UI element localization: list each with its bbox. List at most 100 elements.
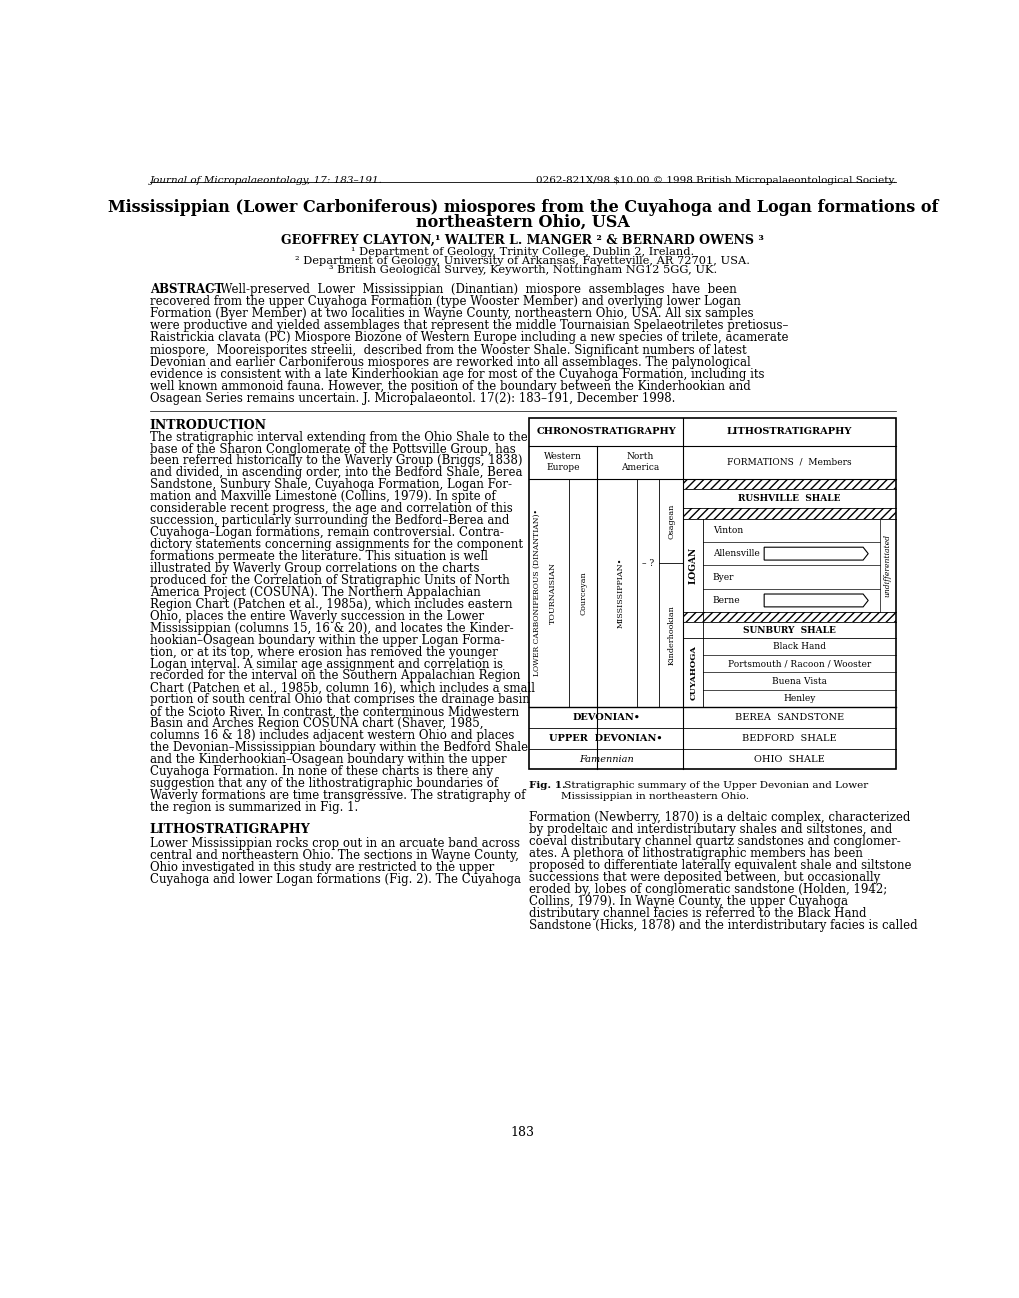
Text: The stratigraphic interval extending from the Ohio Shale to the: The stratigraphic interval extending fro… (150, 431, 527, 444)
Text: and the Kinderhookian–Osagean boundary within the upper: and the Kinderhookian–Osagean boundary w… (150, 753, 505, 766)
Text: by prodeltaic and interdistributary shales and siltstones, and: by prodeltaic and interdistributary shal… (529, 823, 892, 836)
Text: Allensville: Allensville (712, 549, 759, 558)
Text: Famennian: Famennian (578, 754, 633, 763)
Text: ¹ Department of Geology, Trinity College, Dublin 2, Ireland.: ¹ Department of Geology, Trinity College… (351, 247, 694, 257)
Text: illustrated by Waverly Group correlations on the charts: illustrated by Waverly Group correlation… (150, 562, 479, 575)
Text: FORMATIONS  /  Members: FORMATIONS / Members (727, 458, 851, 466)
Text: evidence is consistent with a late Kinderhookian age for most of the Cuyahoga Fo: evidence is consistent with a late Kinde… (150, 369, 763, 382)
Text: Cuyahoga and lower Logan formations (Fig. 2). The Cuyahoga: Cuyahoga and lower Logan formations (Fig… (150, 872, 520, 885)
Text: Portsmouth / Racoon / Wooster: Portsmouth / Racoon / Wooster (728, 659, 870, 668)
Text: Stratigraphic summary of the Upper Devonian and Lower
Mississippian in northeast: Stratigraphic summary of the Upper Devon… (560, 781, 867, 801)
Text: suggestion that any of the lithostratigraphic boundaries of: suggestion that any of the lithostratigr… (150, 778, 497, 790)
Text: Cuyahoga Formation. In none of these charts is there any: Cuyahoga Formation. In none of these cha… (150, 765, 492, 778)
Text: eroded by, lobes of conglomeratic sandstone (Holden, 1942;: eroded by, lobes of conglomeratic sandst… (529, 883, 887, 896)
Text: INTRODUCTION: INTRODUCTION (150, 419, 266, 432)
Text: hookian–Osagean boundary within the upper Logan Forma-: hookian–Osagean boundary within the uppe… (150, 633, 503, 646)
Text: base of the Sharon Conglomerate of the Pottsville Group, has: base of the Sharon Conglomerate of the P… (150, 443, 515, 456)
Text: and divided, in ascending order, into the Bedford Shale, Berea: and divided, in ascending order, into th… (150, 466, 522, 479)
Text: Osagean: Osagean (666, 504, 675, 539)
Text: North
America: North America (621, 453, 658, 471)
Text: Sandstone, Sunbury Shale, Cuyahoga Formation, Logan For-: Sandstone, Sunbury Shale, Cuyahoga Forma… (150, 479, 512, 492)
Text: the Devonian–Mississippian boundary within the Bedford Shale: the Devonian–Mississippian boundary with… (150, 741, 527, 754)
Text: 0262-821X/98 $10.00 © 1998 British Micropalaeontological Society.: 0262-821X/98 $10.00 © 1998 British Micro… (535, 175, 895, 184)
Text: ABSTRACT: ABSTRACT (150, 283, 223, 296)
Text: Berne: Berne (712, 596, 740, 605)
Text: Basin and Arches Region COSUNA chart (Shaver, 1985,: Basin and Arches Region COSUNA chart (Sh… (150, 718, 483, 731)
Bar (683, 613, 895, 623)
Text: MISSISSIPPIAN•: MISSISSIPPIAN• (616, 558, 625, 628)
Text: – ?: – ? (642, 558, 654, 567)
Text: SUNBURY  SHALE: SUNBURY SHALE (742, 626, 836, 635)
Text: CUYAHOGA: CUYAHOGA (689, 645, 697, 700)
Text: Formation (Byer Member) at two localities in Wayne County, northeastern Ohio, US: Formation (Byer Member) at two localitie… (150, 308, 752, 321)
Text: TOURNAISIAN: TOURNAISIAN (548, 562, 556, 624)
Text: considerable recent progress, the age and correlation of this: considerable recent progress, the age an… (150, 502, 512, 515)
Bar (683, 479, 895, 489)
Text: Chart (Patchen et al., 1985b, column 16), which includes a small: Chart (Patchen et al., 1985b, column 16)… (150, 681, 534, 694)
Text: proposed to differentiate laterally equivalent shale and siltstone: proposed to differentiate laterally equi… (529, 859, 911, 872)
Text: Vinton: Vinton (712, 526, 742, 535)
Text: succession, particularly surrounding the Bedford–Berea and: succession, particularly surrounding the… (150, 514, 508, 527)
Text: Black Hand: Black Hand (772, 643, 825, 652)
Text: Osagean Series remains uncertain. J. Micropalaeontol. 17(2): 183–191, December 1: Osagean Series remains uncertain. J. Mic… (150, 392, 675, 405)
Text: successions that were deposited between, but occasionally: successions that were deposited between,… (529, 871, 879, 884)
Text: distributary channel facies is referred to the Black Hand: distributary channel facies is referred … (529, 907, 866, 920)
Text: of the Scioto River. In contrast, the conterminous Midwestern: of the Scioto River. In contrast, the co… (150, 705, 519, 718)
Text: – Well-preserved  Lower  Mississippian  (Dinantian)  miospore  assemblages  have: – Well-preserved Lower Mississippian (Di… (206, 283, 736, 296)
Text: Mississippian (Lower Carboniferous) miospores from the Cuyahoga and Logan format: Mississippian (Lower Carboniferous) mios… (107, 199, 937, 215)
Text: formations permeate the literature. This situation is well: formations permeate the literature. This… (150, 550, 487, 563)
Text: CHRONOSTRATIGRAPHY: CHRONOSTRATIGRAPHY (536, 427, 676, 436)
Text: Western
Europe: Western Europe (543, 453, 582, 471)
Text: produced for the Correlation of Stratigraphic Units of North: produced for the Correlation of Stratigr… (150, 574, 508, 587)
Text: 183: 183 (511, 1127, 534, 1140)
Text: LOGAN: LOGAN (688, 546, 697, 584)
Text: were productive and yielded assemblages that represent the middle Tournaisian Sp: were productive and yielded assemblages … (150, 319, 788, 332)
Text: OHIO  SHALE: OHIO SHALE (753, 754, 824, 763)
Text: America Project (COSUNA). The Northern Appalachian: America Project (COSUNA). The Northern A… (150, 585, 480, 598)
Text: northeastern Ohio, USA: northeastern Ohio, USA (416, 214, 629, 231)
Text: Raistrickia clavata (PC) Miospore Biozone of Western Europe including a new spec: Raistrickia clavata (PC) Miospore Biozon… (150, 331, 788, 344)
Text: LITHOSTRATIGRAPHY: LITHOSTRATIGRAPHY (727, 427, 851, 436)
Bar (529, 418, 895, 770)
Text: LOWER CARBONIFEROUS (DINANTIAN)•: LOWER CARBONIFEROUS (DINANTIAN)• (533, 509, 540, 676)
Text: Ohio investigated in this study are restricted to the upper: Ohio investigated in this study are rest… (150, 861, 493, 874)
Text: columns 16 & 18) includes adjacent western Ohio and places: columns 16 & 18) includes adjacent weste… (150, 729, 514, 742)
Text: Fig. 1.: Fig. 1. (529, 781, 566, 790)
Bar (683, 509, 895, 518)
Text: ates. A plethora of lithostratigraphic members has been: ates. A plethora of lithostratigraphic m… (529, 848, 862, 861)
Text: Buena Vista: Buena Vista (771, 676, 826, 685)
Text: UPPER  DEVONIAN•: UPPER DEVONIAN• (549, 733, 662, 742)
Text: Courceyan: Courceyan (579, 571, 587, 615)
Text: BEDFORD  SHALE: BEDFORD SHALE (742, 733, 836, 742)
Text: ² Department of Geology, University of Arkansas, Fayetteville, AR 72701, USA.: ² Department of Geology, University of A… (294, 256, 750, 266)
Text: Logan interval. A similar age assignment and correlation is: Logan interval. A similar age assignment… (150, 658, 502, 671)
Text: Byer: Byer (712, 572, 734, 582)
Text: miospore,  Mooreisporites streelii,  described from the Wooster Shale. Significa: miospore, Mooreisporites streelii, descr… (150, 344, 746, 357)
Text: portion of south central Ohio that comprises the drainage basin: portion of south central Ohio that compr… (150, 693, 529, 706)
Text: undifferentiated: undifferentiated (883, 533, 891, 597)
Text: recovered from the upper Cuyahoga Formation (type Wooster Member) and overlying : recovered from the upper Cuyahoga Format… (150, 295, 740, 308)
Text: the region is summarized in Fig. 1.: the region is summarized in Fig. 1. (150, 801, 358, 814)
Text: Formation (Newberry, 1870) is a deltaic complex, characterized: Formation (Newberry, 1870) is a deltaic … (529, 811, 910, 824)
Text: dictory statements concerning assignments for the component: dictory statements concerning assignment… (150, 539, 522, 552)
Text: Devonian and earlier Carboniferous miospores are reworked into all assemblages. : Devonian and earlier Carboniferous miosp… (150, 356, 750, 369)
Text: Henley: Henley (783, 693, 815, 702)
Text: Lower Mississippian rocks crop out in an arcuate band across: Lower Mississippian rocks crop out in an… (150, 837, 519, 850)
Text: RUSHVILLE  SHALE: RUSHVILLE SHALE (738, 495, 840, 504)
Text: central and northeastern Ohio. The sections in Wayne County,: central and northeastern Ohio. The secti… (150, 849, 518, 862)
Text: Mississippian (columns 15, 16 & 20), and locates the Kinder-: Mississippian (columns 15, 16 & 20), and… (150, 622, 513, 635)
Text: Ohio, places the entire Waverly succession in the Lower: Ohio, places the entire Waverly successi… (150, 610, 483, 623)
Text: well known ammonoid fauna. However, the position of the boundary between the Kin: well known ammonoid fauna. However, the … (150, 380, 750, 393)
Text: recorded for the interval on the Southern Appalachian Region: recorded for the interval on the Souther… (150, 670, 520, 683)
Text: LITHOSTRATIGRAPHY: LITHOSTRATIGRAPHY (150, 823, 310, 836)
Text: Sandstone (Hicks, 1878) and the interdistributary facies is called: Sandstone (Hicks, 1878) and the interdis… (529, 919, 917, 932)
Text: GEOFFREY CLAYTON,¹ WALTER L. MANGER ² & BERNARD OWENS ³: GEOFFREY CLAYTON,¹ WALTER L. MANGER ² & … (281, 234, 763, 247)
Text: Waverly formations are time transgressive. The stratigraphy of: Waverly formations are time transgressiv… (150, 789, 525, 802)
Text: Journal of Micropalaeontology, 17: 183–191.: Journal of Micropalaeontology, 17: 183–1… (150, 175, 382, 184)
Text: Cuyahoga–Logan formations, remain controversial. Contra-: Cuyahoga–Logan formations, remain contro… (150, 526, 503, 539)
Text: mation and Maxville Limestone (Collins, 1979). In spite of: mation and Maxville Limestone (Collins, … (150, 491, 495, 504)
Text: Region Chart (Patchen et al., 1985a), which includes eastern: Region Chart (Patchen et al., 1985a), wh… (150, 598, 512, 611)
Text: been referred historically to the Waverly Group (Briggs, 1838): been referred historically to the Waverl… (150, 454, 522, 467)
Text: Kinderhookian: Kinderhookian (666, 605, 675, 665)
Text: BEREA  SANDSTONE: BEREA SANDSTONE (735, 713, 844, 722)
